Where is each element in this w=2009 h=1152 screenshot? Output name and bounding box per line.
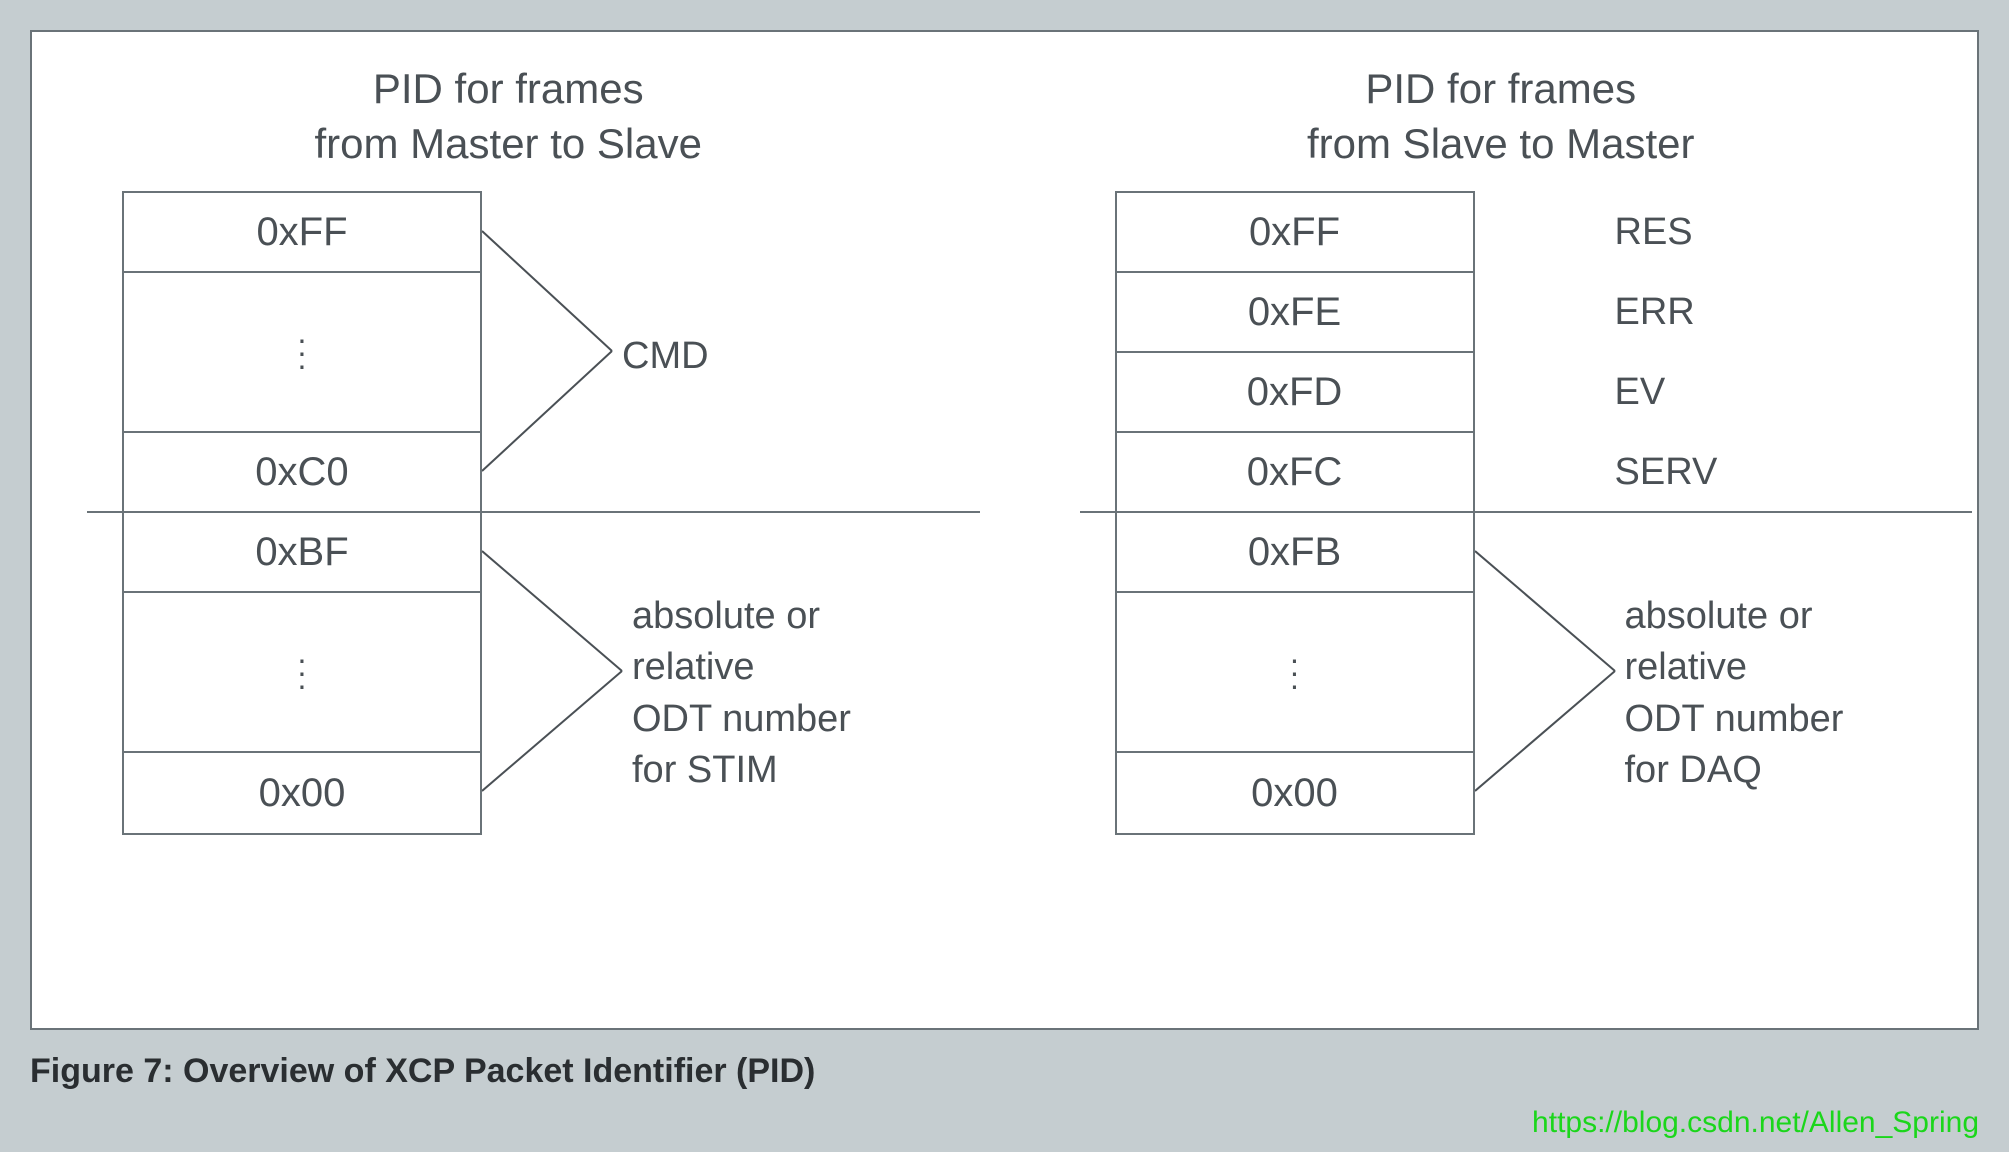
left-cell-0xff: 0xFF	[124, 193, 480, 273]
right-cell-0x00: 0x00	[1117, 753, 1473, 833]
right-cell-0xfb: 0xFB	[1117, 513, 1473, 593]
daq-line4: for DAQ	[1625, 749, 1762, 791]
watermark-link: https://blog.csdn.net/Allen_Spring	[1532, 1106, 1979, 1140]
left-label-cmd: CMD	[622, 331, 709, 382]
columns-wrap: PID for frames from Master to Slave 0xFF…	[72, 62, 1937, 988]
vdots-icon: ···	[297, 333, 308, 371]
right-cell-0xfc: 0xFC	[1117, 433, 1473, 513]
right-label-daq: absolute or relative ODT number for DAQ	[1625, 591, 1844, 796]
right-pid-table: 0xFF 0xFE 0xFD 0xFC 0xFB ··· 0x00	[1115, 191, 1475, 835]
right-table-wrap: 0xFF 0xFE 0xFD 0xFC 0xFB ··· 0x00 RES ER…	[1115, 191, 1938, 835]
left-cell-dots2: ···	[124, 593, 480, 753]
right-cell-0xfd: 0xFD	[1117, 353, 1473, 433]
right-cell-0xff: 0xFF	[1117, 193, 1473, 273]
right-cell-0xfe: 0xFE	[1117, 273, 1473, 353]
stim-line3: ODT number	[632, 698, 851, 740]
left-title-line2: from Master to Slave	[315, 120, 702, 167]
vdots-icon: ···	[297, 653, 308, 691]
right-title-line2: from Slave to Master	[1307, 120, 1694, 167]
stim-line4: for STIM	[632, 749, 778, 791]
right-cell-dots: ···	[1117, 593, 1473, 753]
left-cell-0x00: 0x00	[124, 753, 480, 833]
daq-line3: ODT number	[1625, 698, 1844, 740]
right-label-serv: SERV	[1615, 451, 1718, 494]
figure-caption: Figure 7: Overview of XCP Packet Identif…	[30, 1052, 1979, 1091]
right-label-ev: EV	[1615, 371, 1666, 414]
left-title-line1: PID for frames	[373, 65, 644, 112]
right-label-err: ERR	[1615, 291, 1695, 334]
right-title: PID for frames from Slave to Master	[1065, 62, 1938, 171]
left-cell-0xbf: 0xBF	[124, 513, 480, 593]
figure-panel: PID for frames from Master to Slave 0xFF…	[30, 30, 1979, 1030]
daq-line1: absolute or	[1625, 595, 1813, 637]
left-cell-0xc0: 0xC0	[124, 433, 480, 513]
left-column: PID for frames from Master to Slave 0xFF…	[72, 62, 945, 988]
right-title-line1: PID for frames	[1365, 65, 1636, 112]
right-column: PID for frames from Slave to Master 0xFF…	[1065, 62, 1938, 988]
vdots-icon: ···	[1289, 653, 1300, 691]
stim-line2: relative	[632, 646, 755, 688]
left-title: PID for frames from Master to Slave	[72, 62, 945, 171]
left-pid-table: 0xFF ··· 0xC0 0xBF ··· 0x00	[122, 191, 482, 835]
left-cell-dots1: ···	[124, 273, 480, 433]
left-table-wrap: 0xFF ··· 0xC0 0xBF ··· 0x00	[122, 191, 945, 835]
daq-line2: relative	[1625, 646, 1748, 688]
right-label-res: RES	[1615, 211, 1693, 254]
stim-line1: absolute or	[632, 595, 820, 637]
left-label-stim: absolute or relative ODT number for STIM	[632, 591, 851, 796]
